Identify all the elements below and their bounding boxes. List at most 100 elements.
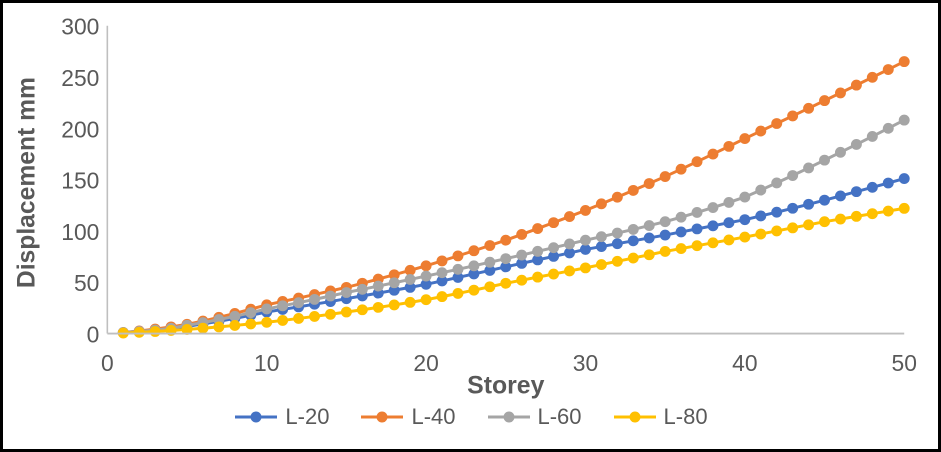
data-point [261,316,273,328]
series-L-80 [117,202,910,339]
data-point [850,186,862,198]
data-point [595,241,607,252]
data-point [595,231,607,243]
data-point [436,291,448,303]
data-point [755,184,767,196]
data-point [245,318,257,330]
data-point [850,138,862,150]
data-point [659,246,671,257]
legend-item-L-60: L-60 [486,406,582,428]
data-point [579,234,591,246]
data-point [516,257,528,269]
data-point [420,294,432,306]
y-tick-label: 300 [61,14,99,40]
data-point [611,255,623,267]
data-point [372,280,384,292]
y-tick-label: 150 [61,168,99,194]
data-point [882,177,894,189]
data-point [771,118,783,129]
data-point [755,210,767,222]
data-point [819,95,830,107]
data-point [548,242,560,254]
data-point [643,232,655,244]
data-point [787,202,799,214]
data-point [484,256,496,268]
data-point [500,234,512,246]
legend-item-L-80: L-80 [612,406,708,428]
legend-label: L-60 [537,404,582,429]
x-tick-label: 10 [254,350,279,376]
data-point [675,211,687,223]
data-point [356,304,368,316]
data-point [898,173,910,185]
data-point [293,297,305,309]
data-point [803,198,815,210]
data-point [882,205,894,217]
data-point [835,146,846,158]
data-point [579,204,591,216]
legend-label: L-40 [411,404,456,429]
data-point [548,250,560,262]
data-point [404,281,416,293]
y-tick-label: 100 [61,219,99,245]
data-point [500,261,512,273]
chart-canvas: 0 50 100 150 200 250 300 0 10 20 30 40 50 Displaceme… [13,14,917,400]
legend-marker-icon [613,411,656,423]
data-point [436,275,448,287]
data-point [181,324,193,335]
data-point [388,284,400,296]
data-point [675,226,687,238]
data-point [579,262,591,274]
data-point [850,210,862,222]
data-point [643,220,655,232]
data-point [659,171,671,182]
data-point [866,130,878,142]
data-point [866,71,878,83]
data-point [707,148,719,160]
data-point [420,260,432,272]
data-point [691,240,703,252]
data-point [500,253,512,265]
data-point [627,235,639,247]
legend-marker-icon [487,411,530,423]
data-point [484,240,496,251]
data-point [548,268,560,280]
data-point [675,243,687,255]
data-point [229,320,241,331]
data-point [835,190,846,202]
data-point [803,102,815,114]
data-point [293,313,305,324]
data-point [420,278,432,290]
legend-label: L-20 [285,404,330,429]
data-point [723,140,735,152]
data-point [707,220,719,232]
data-point [484,281,496,293]
data-point [659,229,671,241]
legend-item-L-20: L-20 [233,406,329,428]
data-point [548,217,560,229]
data-point [819,216,830,228]
axis-layer: 0 50 100 150 200 250 300 0 10 20 30 40 50 [61,14,917,376]
data-point [516,249,528,261]
data-point [388,277,400,289]
data-point [324,290,336,302]
data-point [277,314,289,326]
data-point [611,227,623,239]
x-tick-label: 40 [732,350,757,376]
data-point [882,64,894,75]
legend: L-20 L-40 L-60 L-80 [3,401,938,433]
series-line [121,118,906,335]
series-line [121,60,906,335]
data-point [866,181,878,193]
data-point [516,274,528,286]
data-point [771,206,783,218]
data-point [819,194,830,206]
data-point [691,156,703,168]
y-tick-label: 0 [87,322,100,348]
data-point [532,223,544,235]
data-point [468,268,480,280]
data-point [595,259,607,271]
x-tick-label: 50 [892,350,917,376]
data-point [564,211,575,222]
